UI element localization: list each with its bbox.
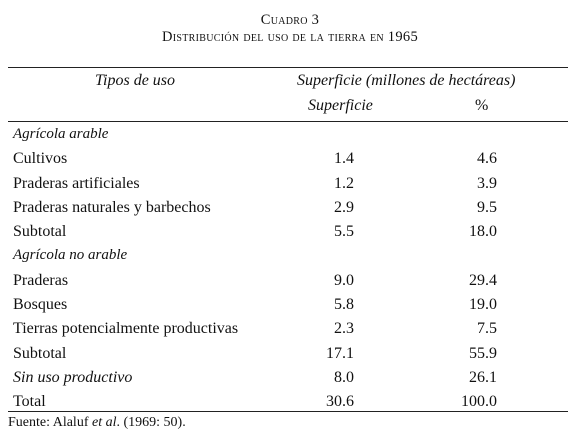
cell-percent: 29.4 <box>469 271 497 289</box>
table-row: Bosques 5.8 19.0 <box>0 292 580 316</box>
row-label: Tierras potencialmente productivas <box>13 320 239 338</box>
row-label: Cultivos <box>13 150 68 168</box>
row-label: Praderas naturales y barbechos <box>13 198 211 216</box>
table-header-rule <box>8 121 568 122</box>
cell-superficie: 5.8 <box>334 296 354 314</box>
table-row: Praderas naturales y barbechos 2.9 9.5 <box>0 195 580 219</box>
source-suffix: . (1969: 50). <box>116 415 186 430</box>
table-row: Sin uso productivo 8.0 26.1 <box>0 365 580 389</box>
cell-percent: 4.6 <box>477 150 497 168</box>
cell-superficie: 30.6 <box>326 393 354 411</box>
table-caption-title: Distribución del uso de la tierra en 196… <box>161 29 419 45</box>
column-group-header-superficie: Superficie (millones de hectáreas) <box>297 72 516 89</box>
column-header-superficie: Superficie <box>308 97 373 114</box>
column-header-tipos: Tipos de uso <box>95 72 176 89</box>
cell-superficie: 1.4 <box>334 150 354 168</box>
table-row: Praderas artificiales 1.2 3.9 <box>0 171 580 195</box>
table-source-note: Fuente: Alaluf et al. (1969: 50). <box>8 415 186 431</box>
cell-percent: 55.9 <box>469 344 497 362</box>
cell-percent: 100.0 <box>461 393 497 411</box>
table-caption-label: Cuadro 3 <box>260 12 320 28</box>
cell-superficie: 2.3 <box>334 320 354 338</box>
row-label: Total <box>13 393 46 411</box>
row-label: Agrícola arable <box>13 126 109 142</box>
cell-percent: 18.0 <box>469 223 497 241</box>
row-label: Agrícola no arable <box>13 247 128 264</box>
cell-percent: 3.9 <box>477 174 497 192</box>
table-bottom-rule <box>8 411 568 412</box>
row-label: Subtotal <box>13 223 67 241</box>
cell-percent: 9.5 <box>477 198 497 216</box>
table-row: Total 30.6 100.0 <box>0 389 580 413</box>
table-section-heading: Agrícola no arable <box>0 243 580 267</box>
cell-superficie: 1.2 <box>334 174 354 192</box>
table-section-heading: Agrícola arable <box>0 122 580 146</box>
column-header-percent: % <box>475 97 489 114</box>
row-label: Sin uso productivo <box>13 368 133 386</box>
row-label: Praderas artificiales <box>13 174 140 192</box>
row-label: Praderas <box>13 271 69 289</box>
cell-percent: 26.1 <box>469 368 497 386</box>
row-label: Subtotal <box>13 344 67 362</box>
table-row: Subtotal 17.1 55.9 <box>0 341 580 365</box>
source-prefix: Fuente: Alaluf <box>8 415 92 430</box>
cell-superficie: 5.5 <box>334 223 354 241</box>
cell-superficie: 8.0 <box>334 368 354 386</box>
cell-superficie: 9.0 <box>334 271 354 289</box>
cell-superficie: 17.1 <box>326 344 354 362</box>
cell-percent: 19.0 <box>469 296 497 314</box>
table-body: Agrícola arable Cultivos 1.4 4.6 Praderas ar… <box>0 122 580 414</box>
cell-superficie: 2.9 <box>334 198 354 216</box>
row-label: Bosques <box>13 296 68 314</box>
table-row: Praderas 9.0 29.4 <box>0 268 580 292</box>
table-row: Cultivos 1.4 4.6 <box>0 146 580 170</box>
source-etal: et al <box>92 415 117 430</box>
table-top-rule <box>8 67 568 68</box>
table-row: Subtotal 5.5 18.0 <box>0 219 580 243</box>
cell-percent: 7.5 <box>477 320 497 338</box>
table-row: Tierras potencialmente productivas 2.3 7.5 <box>0 316 580 340</box>
